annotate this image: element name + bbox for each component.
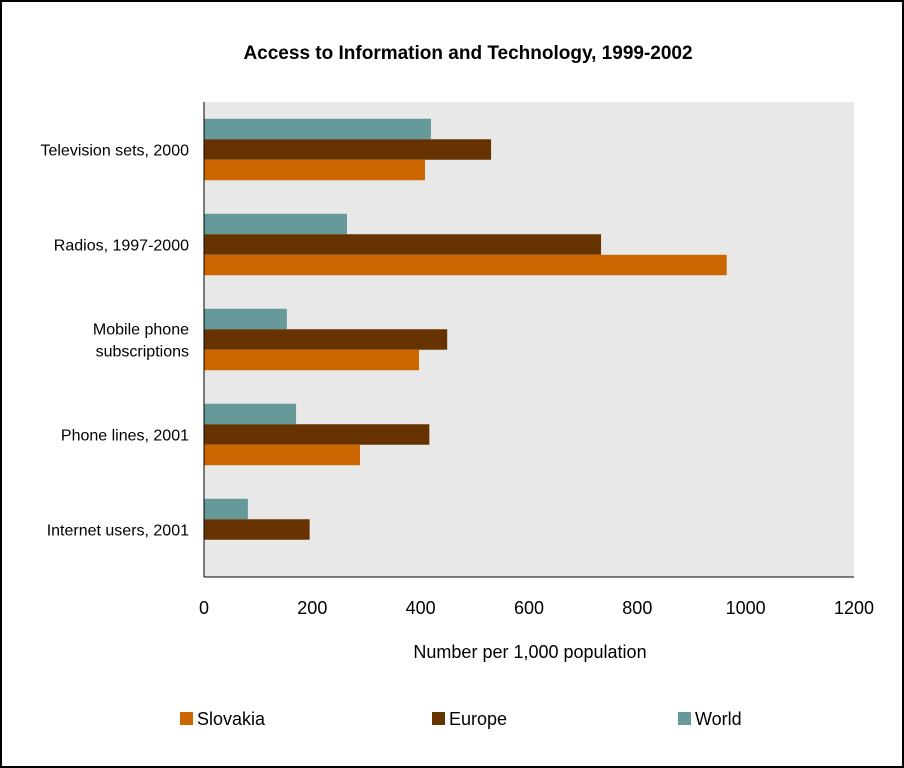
y-tick-label: Television sets, 2000 [40,143,189,160]
x-tick-label: 800 [622,598,652,618]
legend-label-europe: Europe [449,709,507,729]
x-tick-label: 1200 [834,598,874,618]
legend-swatch-slovakia [180,712,193,725]
x-tick-label: 0 [199,598,209,618]
y-tick-label: Internet users, 2001 [47,523,189,540]
legend: Slovakia Europe World [180,709,742,729]
bar-slovakia-2 [204,349,420,371]
legend-label-slovakia: Slovakia [197,709,266,729]
x-tick-label: 600 [514,598,544,618]
bar-europe-1 [204,234,602,255]
bar-europe-2 [204,329,448,350]
y-tick-label: Mobile phone [93,322,189,339]
bar-world-0 [204,118,431,140]
bar-world-2 [204,308,287,330]
chart-title: Access to Information and Technology, 19… [243,43,692,64]
bar-world-4 [204,498,248,520]
y-tick-label: Radios, 1997-2000 [54,238,189,255]
legend-swatch-europe [432,712,445,725]
x-tick-label: 1000 [726,598,766,618]
bar-europe-4 [204,519,310,540]
bar-slovakia-3 [204,444,360,466]
legend-swatch-world [678,712,691,725]
x-tick-label: 400 [406,598,436,618]
bar-europe-0 [204,139,492,160]
legend-label-world: World [695,709,742,729]
x-axis-label: Number per 1,000 population [413,642,646,662]
bar-slovakia-0 [204,159,425,181]
bar-europe-3 [204,424,430,445]
bar-slovakia-1 [204,254,727,276]
y-tick-label: subscriptions [96,344,189,361]
bar-world-1 [204,213,347,235]
y-tick-label: Phone lines, 2001 [61,428,189,445]
bar-world-3 [204,403,297,425]
x-tick-label: 200 [297,598,327,618]
